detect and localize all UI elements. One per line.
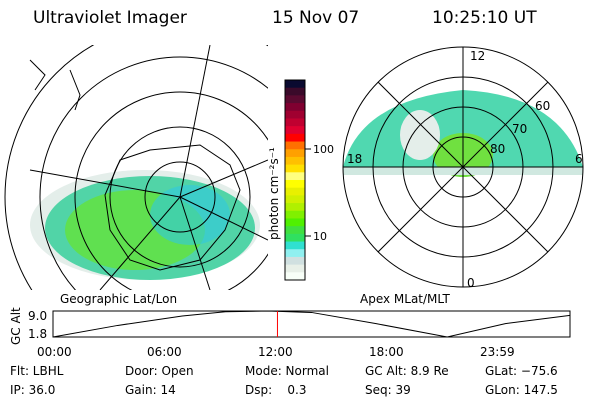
geographic-map — [4, 45, 268, 290]
info-field: Flt: LBHL — [10, 364, 64, 378]
mlt-label: 0 — [467, 276, 475, 290]
lat-label: 60 — [535, 99, 550, 113]
info-field: Dsp: 0.3 — [245, 383, 307, 397]
lat-label: 70 — [512, 122, 527, 136]
gc-alt-line — [52, 310, 571, 338]
colorbar-segment — [285, 80, 305, 89]
x-tick: 06:00 — [147, 345, 182, 359]
colorbar-segment — [285, 164, 305, 173]
colorbar-segment — [285, 149, 305, 158]
colorbar-segment — [285, 233, 305, 243]
colorbar-segment — [285, 180, 305, 189]
colorbar-segment — [285, 118, 305, 127]
lat-label: 80 — [490, 142, 505, 156]
colorbar-segment — [285, 226, 305, 235]
colorbar-segment — [285, 133, 305, 143]
colorbar-segment — [285, 110, 305, 119]
magnetic-polar-map: 12 18 6 0 60 70 80 — [342, 46, 584, 290]
info-field: Mode: Normal — [245, 364, 329, 378]
x-tick: 12:00 — [258, 345, 293, 359]
colorbar-segment — [285, 210, 305, 219]
gc-alt-plot — [52, 310, 571, 338]
date-label: 15 Nov 07 — [272, 8, 360, 28]
mlt-label: 12 — [470, 49, 485, 63]
info-field: IP: 36.0 — [10, 383, 56, 397]
mlt-label: 6 — [575, 152, 583, 166]
colorbar-segment — [285, 95, 305, 104]
colorbar-segment — [285, 249, 305, 258]
colorbar-segment — [285, 195, 305, 204]
mlt-label: 18 — [347, 152, 362, 166]
y-tick: 9.0 — [28, 309, 47, 323]
x-tick: 00:00 — [37, 345, 72, 359]
apex-label: Apex MLat/MLT — [360, 292, 450, 306]
colorbar-tick: 10 — [313, 230, 327, 243]
info-field: Door: Open — [125, 364, 194, 378]
colorbar-segment — [285, 126, 305, 135]
info-field: GLat: −75.6 — [485, 364, 558, 378]
colorbar-segment — [285, 172, 305, 181]
colorbar-segment — [285, 264, 305, 273]
gc-alt-ylabel: GC Alt — [9, 307, 23, 345]
geographic-label: Geographic Lat/Lon — [60, 292, 178, 306]
colorbar-segment — [285, 256, 305, 266]
colorbar-segment — [285, 141, 305, 150]
info-field: GLon: 147.5 — [485, 383, 558, 397]
x-tick: 18:00 — [369, 345, 404, 359]
y-tick: 1.8 — [28, 327, 47, 341]
colorbar-segment — [285, 187, 305, 196]
colorbar-segment — [285, 103, 305, 112]
colorbar — [285, 80, 305, 281]
colorbar-segment — [285, 203, 305, 212]
colorbar-tick: 100 — [313, 143, 334, 156]
instrument-title: Ultraviolet Imager — [33, 8, 187, 28]
colorbar-segment — [285, 156, 305, 166]
info-field: GC Alt: 8.9 Re — [365, 364, 449, 378]
colorbar-segment — [285, 241, 305, 250]
colorbar-unit: photon cm⁻²s⁻¹ — [267, 147, 281, 240]
colorbar-segment — [285, 87, 305, 96]
colorbar-segment — [285, 218, 305, 227]
time-label: 10:25:10 UT — [432, 8, 537, 28]
info-field: Seq: 39 — [365, 383, 411, 397]
colorbar-segment — [285, 272, 305, 281]
x-tick: 23:59 — [480, 345, 515, 359]
info-field: Gain: 14 — [125, 383, 176, 397]
